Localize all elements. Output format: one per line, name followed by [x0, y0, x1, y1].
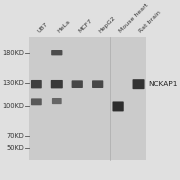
FancyBboxPatch shape — [92, 80, 103, 88]
FancyBboxPatch shape — [72, 80, 83, 88]
FancyBboxPatch shape — [51, 80, 63, 88]
FancyBboxPatch shape — [31, 80, 42, 88]
Text: NCKAP1: NCKAP1 — [148, 81, 178, 87]
Text: Rat brain: Rat brain — [139, 10, 162, 33]
FancyBboxPatch shape — [132, 79, 145, 89]
FancyBboxPatch shape — [112, 102, 124, 111]
Text: 50KD: 50KD — [7, 145, 24, 151]
Text: HeLa: HeLa — [57, 19, 72, 33]
Text: HepG2: HepG2 — [98, 15, 116, 33]
FancyBboxPatch shape — [29, 37, 146, 160]
FancyBboxPatch shape — [31, 98, 42, 105]
Text: Mouse heart: Mouse heart — [118, 2, 149, 33]
FancyBboxPatch shape — [52, 98, 62, 104]
Text: 100KD: 100KD — [3, 103, 24, 109]
Text: MCF7: MCF7 — [77, 18, 93, 33]
Text: U87: U87 — [36, 21, 49, 33]
Text: 180KD: 180KD — [3, 50, 24, 56]
Text: 70KD: 70KD — [7, 133, 24, 139]
Text: 130KD: 130KD — [3, 80, 24, 86]
FancyBboxPatch shape — [51, 50, 62, 55]
